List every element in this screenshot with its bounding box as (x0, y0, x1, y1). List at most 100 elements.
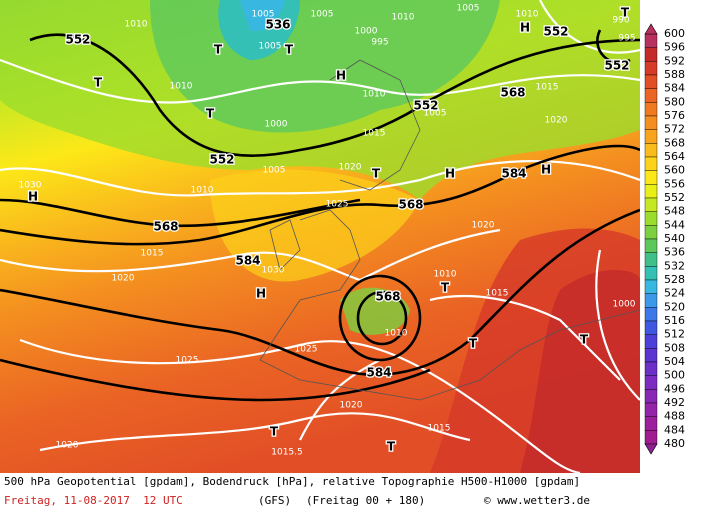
map-label: 1010 (392, 13, 415, 23)
legend-swatch (644, 47, 658, 62)
map-label: 568 (398, 198, 423, 212)
legend-cap-bottom (644, 443, 658, 455)
footer-date: Freitag, 11-08-2017 12 UTC (4, 494, 183, 507)
legend-swatch (644, 252, 658, 267)
legend-label: 520 (664, 300, 685, 313)
map-label: 1005 (311, 10, 334, 20)
legend-label: 596 (664, 41, 685, 54)
legend-swatch (644, 320, 658, 335)
map-label: 568 (375, 290, 400, 304)
legend-swatch (644, 361, 658, 376)
map-label: 1030 (262, 266, 285, 276)
map-label: 1015 (486, 289, 509, 299)
map-label: 1010 (170, 82, 193, 92)
footer-site: © www.wetter3.de (484, 494, 590, 507)
legend-label: 484 (664, 423, 685, 436)
map-label: 1000 (613, 300, 636, 310)
legend-swatch (644, 143, 658, 158)
legend-label: 536 (664, 246, 685, 259)
map-label: 552 (413, 99, 438, 113)
legend-label: 600 (664, 27, 685, 40)
legend-swatch (644, 416, 658, 431)
legend-swatch (644, 293, 658, 308)
legend-swatch (644, 88, 658, 103)
legend-swatch (644, 238, 658, 253)
map-label: 552 (543, 25, 568, 39)
map-label: 1010 (191, 186, 214, 196)
map-label: T (621, 6, 630, 20)
legend-label: 512 (664, 328, 685, 341)
map-label: 1020 (340, 401, 363, 411)
map-label: T (94, 76, 103, 90)
map-label: 1015.5 (271, 448, 303, 458)
legend-label: 588 (664, 68, 685, 81)
map-label: 1005 (263, 166, 286, 176)
map-label: 990 (612, 16, 629, 26)
map-label: 536 (265, 18, 290, 32)
map-label: 995 (371, 38, 388, 48)
legend-label: 532 (664, 259, 685, 272)
map-label: 1020 (339, 163, 362, 173)
map-label: 1015 (536, 83, 559, 93)
legend-swatch (644, 170, 658, 185)
legend-swatch (644, 156, 658, 171)
map-label: 1005 (424, 109, 447, 119)
legend-label: 548 (664, 205, 685, 218)
legend-label: 516 (664, 314, 685, 327)
legend-swatch (644, 197, 658, 212)
map-label: T (441, 281, 450, 295)
map-label: H (336, 69, 346, 83)
map-label: 552 (65, 33, 90, 47)
map-label: 568 (153, 220, 178, 234)
legend-swatch (644, 129, 658, 144)
map-label: 1010 (363, 90, 386, 100)
map-label: 1005 (252, 10, 275, 20)
legend-swatch (644, 211, 658, 226)
map-label: T (469, 337, 478, 351)
map-label: 568 (500, 86, 525, 100)
map-label: 1020 (472, 221, 495, 231)
legend-swatch (644, 184, 658, 199)
footer-description: 500 hPa Geopotential [gpdam], Bodendruck… (4, 475, 581, 488)
map-label: 1020 (545, 116, 568, 126)
map-label: 1025 (295, 345, 318, 355)
map-label: 1000 (355, 27, 378, 37)
map-label: 995 (618, 34, 635, 44)
map-label: 1005 (259, 42, 282, 52)
legend-swatch (644, 33, 658, 48)
legend-label: 508 (664, 341, 685, 354)
legend-label: 564 (664, 150, 685, 163)
map-label: T (206, 107, 215, 121)
map-label: T (270, 425, 279, 439)
legend-swatch (644, 348, 658, 363)
footer-run: (Freitag 00 + 180) (306, 494, 426, 507)
map-label: 1010 (125, 20, 148, 30)
legend-swatch (644, 389, 658, 404)
legend-label: 528 (664, 273, 685, 286)
legend-swatch (644, 375, 658, 390)
legend-label: 492 (664, 396, 685, 409)
map-label: 1020 (112, 274, 135, 284)
map-label: 584 (366, 366, 391, 380)
map-label: 1010 (385, 329, 408, 339)
legend-label: 576 (664, 109, 685, 122)
legend-swatch (644, 279, 658, 294)
map-label: 1025 (326, 200, 349, 210)
map-label: H (541, 163, 551, 177)
map-label: 1015 (363, 129, 386, 139)
map-label: 1015 (428, 424, 451, 434)
legend-swatch (644, 225, 658, 240)
legend-label: 540 (664, 232, 685, 245)
legend-label: 568 (664, 136, 685, 149)
map-label: 584 (501, 167, 526, 181)
legend-label: 584 (664, 82, 685, 95)
footer-model: (GFS) (258, 494, 292, 507)
map-label: H (445, 167, 455, 181)
map-label: T (580, 333, 589, 347)
legend-label: 500 (664, 369, 685, 382)
legend-swatch (644, 307, 658, 322)
legend-swatch (644, 266, 658, 281)
map-label: T (214, 43, 223, 57)
color-legend: 6005965925885845805765725685645605565525… (644, 23, 685, 455)
